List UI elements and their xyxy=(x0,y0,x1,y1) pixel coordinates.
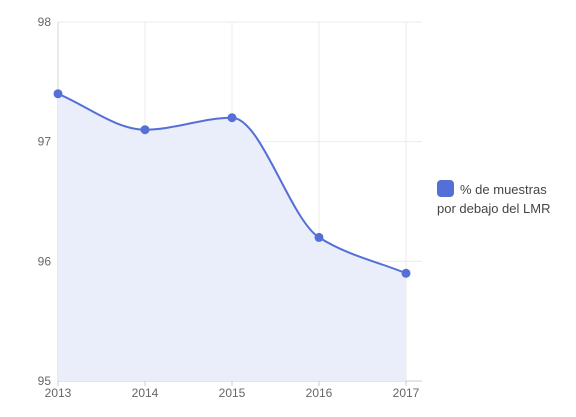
y-tick-label: 96 xyxy=(38,254,52,268)
y-tick-label: 97 xyxy=(38,135,52,149)
series-area xyxy=(58,93,406,382)
data-point xyxy=(314,232,324,242)
area-fill xyxy=(58,93,406,382)
y-tick-label: 98 xyxy=(38,15,52,29)
x-tick-label: 2015 xyxy=(219,386,246,400)
x-tick-label: 2013 xyxy=(45,386,72,400)
x-tick-label: 2014 xyxy=(132,386,159,400)
data-point xyxy=(53,89,63,99)
x-tick-label: 2017 xyxy=(393,386,420,400)
x-axis-tick-labels: 2013 2014 2015 2016 2017 xyxy=(45,386,420,400)
legend: % de muestras por debajo del LMR xyxy=(437,180,567,218)
y-tick-label: 95 xyxy=(38,374,52,388)
x-tick-label: 2016 xyxy=(306,386,333,400)
legend-swatch xyxy=(437,180,454,197)
data-point xyxy=(401,268,411,278)
y-axis-tick-labels: 95 96 97 98 xyxy=(38,15,52,388)
data-point xyxy=(227,113,237,123)
data-points xyxy=(53,89,411,278)
legend-label: % de muestras por debajo del LMR xyxy=(437,182,551,216)
data-point xyxy=(140,125,150,135)
